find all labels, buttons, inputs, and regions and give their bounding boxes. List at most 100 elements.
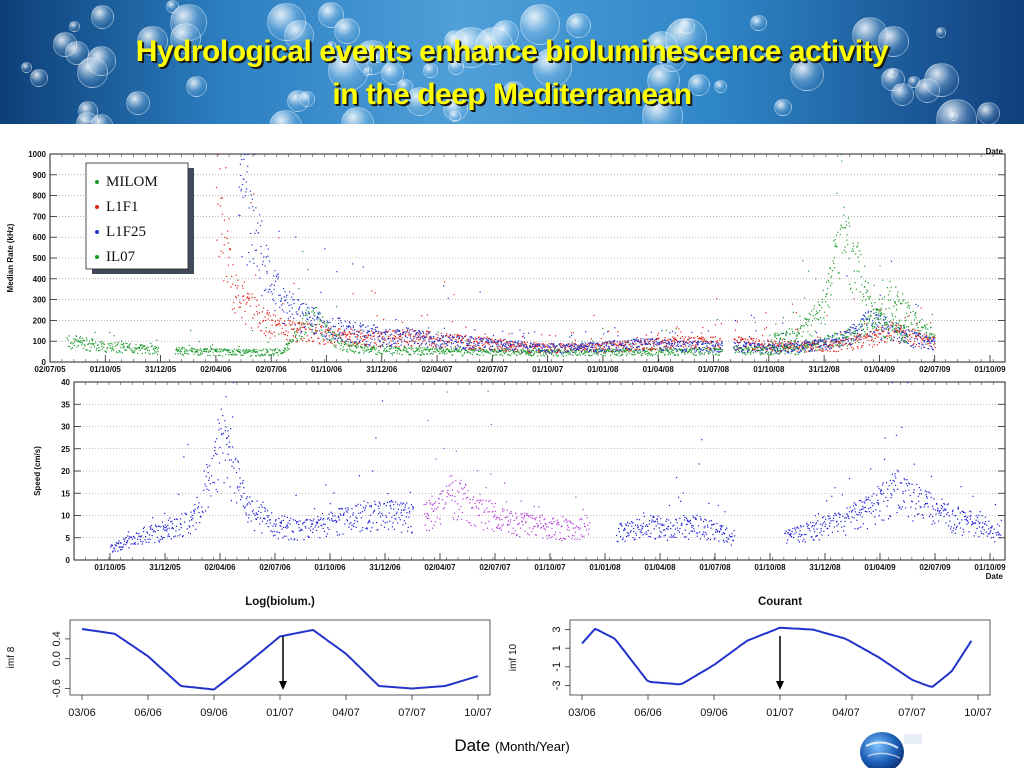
data-point xyxy=(768,348,771,350)
data-point xyxy=(521,351,523,353)
data-point xyxy=(333,341,336,343)
data-point xyxy=(881,303,883,305)
data-point xyxy=(237,285,239,287)
data-point xyxy=(551,351,553,353)
data-point xyxy=(436,349,438,351)
data-point xyxy=(536,351,538,353)
data-point xyxy=(458,351,460,353)
banner-bubble xyxy=(318,2,344,29)
data-point xyxy=(629,350,631,352)
data-point xyxy=(600,337,602,340)
data-point xyxy=(140,347,143,349)
data-point xyxy=(676,341,679,344)
data-point xyxy=(784,347,786,350)
data-point xyxy=(590,351,592,353)
data-point xyxy=(603,345,605,348)
data-point xyxy=(642,349,644,351)
data-point xyxy=(871,324,873,326)
data-point xyxy=(245,191,247,193)
data-point xyxy=(335,336,337,338)
data-point xyxy=(645,351,647,353)
data-point xyxy=(770,341,772,343)
data-point xyxy=(543,352,545,354)
data-point xyxy=(755,338,758,340)
data-point xyxy=(434,344,437,347)
data-point xyxy=(238,214,240,216)
data-point xyxy=(683,341,685,344)
data-point xyxy=(349,336,351,338)
data-point xyxy=(613,340,615,342)
data-point xyxy=(621,343,623,345)
data-point xyxy=(470,349,472,351)
data-point xyxy=(762,345,765,347)
data-point xyxy=(354,345,356,347)
data-point xyxy=(529,344,531,346)
data-point xyxy=(429,335,431,338)
data-point xyxy=(376,330,378,333)
data-point xyxy=(500,340,502,343)
data-point xyxy=(677,353,679,355)
data-point xyxy=(398,347,400,349)
data-point xyxy=(409,334,411,336)
data-point xyxy=(124,349,126,351)
banner-bubble xyxy=(714,80,728,94)
data-point xyxy=(813,344,815,346)
data-point xyxy=(622,347,624,349)
data-point xyxy=(674,337,676,339)
data-point xyxy=(116,344,118,346)
data-point xyxy=(349,327,352,329)
data-point xyxy=(508,354,510,356)
data-point xyxy=(257,326,259,328)
data-point xyxy=(435,338,437,340)
data-point xyxy=(543,343,545,345)
data-point xyxy=(76,339,78,341)
data-point xyxy=(342,332,344,334)
data-point xyxy=(308,312,311,314)
data-point xyxy=(433,341,435,344)
data-point xyxy=(84,345,86,347)
data-point xyxy=(509,348,512,350)
data-point xyxy=(370,350,372,352)
data-point xyxy=(363,343,365,345)
data-point xyxy=(272,314,275,316)
data-point xyxy=(740,351,743,353)
data-point xyxy=(381,344,383,346)
data-point xyxy=(491,341,494,344)
data-point xyxy=(571,341,573,344)
data-point xyxy=(348,321,351,323)
data-point xyxy=(513,345,515,347)
data-point xyxy=(274,270,276,272)
data-point xyxy=(584,350,586,353)
data-point xyxy=(548,343,551,345)
data-point xyxy=(670,347,672,349)
data-point xyxy=(763,344,765,346)
data-point xyxy=(80,341,82,344)
data-point xyxy=(271,293,274,295)
data-point xyxy=(880,333,882,335)
data-point xyxy=(574,339,577,341)
data-point xyxy=(490,349,492,351)
data-point xyxy=(78,340,80,342)
data-point xyxy=(736,340,738,342)
data-point xyxy=(678,328,680,330)
data-point xyxy=(318,342,320,344)
data-point xyxy=(694,337,696,339)
data-point xyxy=(416,337,418,339)
data-point xyxy=(261,353,263,355)
data-point xyxy=(922,338,924,340)
data-point xyxy=(361,329,363,331)
data-point xyxy=(177,348,179,351)
data-point xyxy=(853,339,855,342)
data-point xyxy=(310,320,312,322)
data-point xyxy=(324,320,326,322)
data-point xyxy=(604,341,606,344)
data-point xyxy=(399,335,401,338)
data-point xyxy=(573,348,575,350)
data-point xyxy=(407,344,410,346)
data-point xyxy=(444,342,446,344)
data-point xyxy=(458,348,460,350)
data-point xyxy=(310,324,312,327)
data-point xyxy=(410,354,412,356)
data-point xyxy=(605,344,607,346)
data-point xyxy=(567,351,569,354)
